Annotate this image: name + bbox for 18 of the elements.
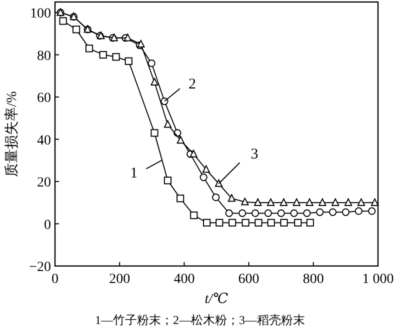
y-tick-label: −20 <box>29 260 51 275</box>
x-tick-label: 800 <box>302 272 324 287</box>
y-tick-label: 60 <box>37 91 51 106</box>
annotation: 3 <box>250 146 258 163</box>
y-tick-label: 80 <box>37 48 51 64</box>
y-axis-title: 质量损失率/% <box>4 90 20 177</box>
x-tick-label: 1 000 <box>362 272 394 287</box>
y-tick-label: 20 <box>37 176 51 191</box>
x-tick-label: 600 <box>238 272 260 287</box>
y-tick-label: 100 <box>30 6 51 22</box>
annotation: 2 <box>188 76 196 92</box>
y-tick-label: 0 <box>44 218 51 233</box>
x-tick-label: 400 <box>174 272 195 287</box>
text: 1—竹子粉末；2—松木粉；3—稻壳粉末 <box>95 313 305 327</box>
x-tick-label: 200 <box>109 272 130 287</box>
y-tick-label: 40 <box>37 133 51 148</box>
x-axis-title: t/℃ <box>204 292 229 307</box>
annotation: 1 <box>130 165 138 182</box>
